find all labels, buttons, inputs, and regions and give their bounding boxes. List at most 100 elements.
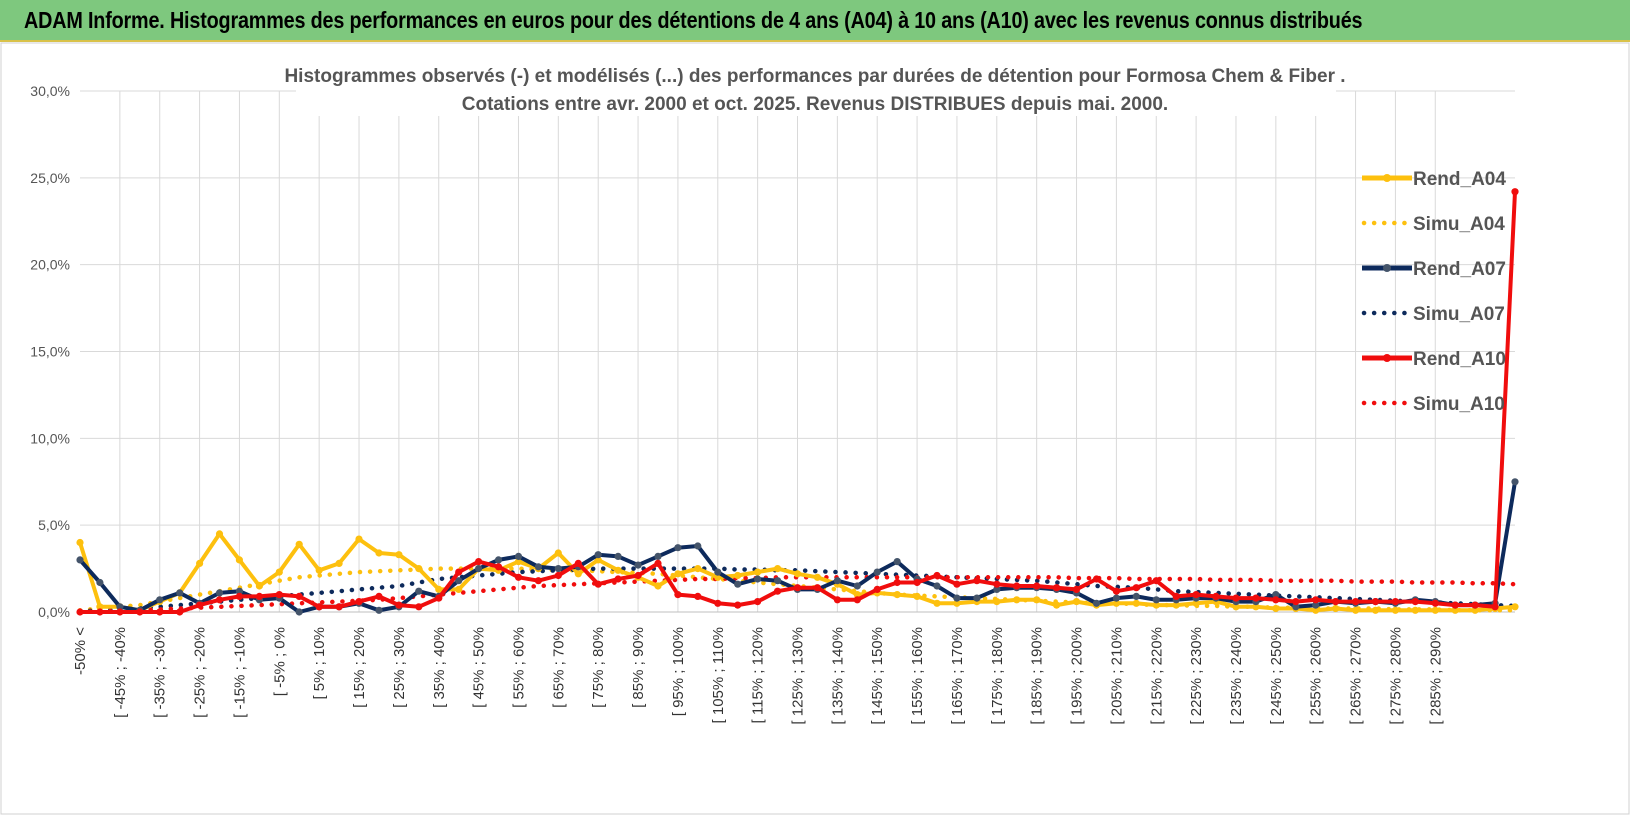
data-point	[455, 577, 463, 585]
x-tick-label: [ 105% ; 110%	[710, 627, 727, 723]
y-tick-label: 5,0%	[38, 517, 70, 533]
data-point	[893, 558, 901, 566]
data-point	[1471, 601, 1479, 609]
data-point	[196, 601, 204, 609]
data-point	[1053, 584, 1061, 592]
data-point	[614, 575, 622, 583]
data-point	[1332, 604, 1340, 613]
y-tick-label: 30,0%	[30, 83, 70, 99]
data-point	[774, 587, 782, 595]
data-point	[1152, 596, 1160, 604]
x-tick-label: [ 205% ; 210%	[1108, 627, 1125, 725]
x-tick-label: [ 125% ; 130%	[790, 627, 807, 725]
data-point	[1451, 601, 1459, 609]
data-point	[853, 582, 861, 590]
data-point	[793, 570, 802, 578]
series-rend-a10	[76, 188, 1519, 616]
data-point	[295, 592, 303, 601]
data-point	[1312, 601, 1320, 609]
data-point	[375, 549, 383, 557]
data-point	[554, 565, 562, 573]
legend-label: Rend_A07	[1413, 259, 1506, 280]
chart-title: Histogrammes observés (-) et modélisés (…	[284, 66, 1345, 87]
x-tick-label: [ 135% ; 140%	[829, 627, 846, 725]
data-point	[993, 580, 1001, 588]
data-point	[1471, 606, 1479, 614]
data-point	[395, 601, 403, 609]
x-tick-label: [ 255% ; 260%	[1308, 627, 1325, 725]
data-point	[634, 561, 642, 569]
data-point	[96, 608, 104, 616]
legend-label: Rend_A10	[1413, 349, 1506, 370]
data-point	[96, 603, 104, 611]
data-point	[674, 591, 682, 599]
data-point	[1092, 575, 1101, 583]
data-point	[1053, 601, 1061, 609]
x-tick-label: -50% <	[72, 627, 89, 675]
data-point	[1511, 478, 1519, 486]
y-tick-label: 25,0%	[30, 170, 70, 186]
chart-title-group: Histogrammes observés (-) et modélisés (…	[284, 58, 1346, 116]
report-title: ADAM Informe. Histogrammes des performan…	[24, 7, 1363, 33]
data-point	[235, 587, 243, 595]
data-point	[295, 540, 303, 548]
data-point	[116, 608, 124, 616]
data-point	[355, 535, 363, 543]
data-point	[534, 563, 543, 571]
legend-item-rend-a07: Rend_A07	[1362, 259, 1506, 280]
legend-item-rend-a04: Rend_A04	[1362, 169, 1506, 190]
data-point	[1292, 603, 1300, 611]
data-point	[1292, 598, 1300, 606]
data-point	[614, 566, 622, 574]
data-point	[833, 596, 842, 604]
x-tick-label: [ -25% ; -20%	[192, 627, 209, 718]
data-point	[1491, 603, 1499, 611]
data-point	[315, 566, 323, 574]
data-point	[694, 565, 702, 573]
data-point	[1371, 598, 1380, 606]
data-point	[1312, 596, 1320, 604]
data-point	[714, 599, 722, 607]
legend-item-simu-a07: Simu_A07	[1361, 304, 1505, 325]
data-point	[1272, 591, 1280, 599]
data-point	[754, 568, 762, 576]
data-point	[1352, 606, 1360, 614]
data-point	[813, 584, 822, 592]
data-point	[176, 608, 184, 616]
data-point	[1371, 606, 1380, 614]
data-point	[873, 585, 881, 594]
data-point	[235, 592, 243, 601]
x-tick-label: [ -45% ; -40%	[112, 627, 129, 718]
x-tick-label: [ 175% ; 180%	[989, 627, 1006, 725]
data-point	[1431, 606, 1439, 614]
data-point	[674, 570, 682, 578]
x-tick-label: [ 95% ; 100%	[670, 627, 687, 716]
x-tick-label: [ 285% ; 290%	[1427, 627, 1444, 725]
x-tick-label: [ -35% ; -30%	[152, 627, 169, 718]
data-point	[156, 608, 164, 616]
data-point	[714, 568, 722, 576]
legend-label: Simu_A07	[1413, 304, 1505, 325]
data-point	[574, 570, 582, 578]
chart-legend: Rend_A04 Simu_A04 Rend_A07 Simu_A07 Rend_A10…	[1361, 169, 1506, 415]
data-point	[255, 582, 263, 590]
legend-item-simu-a10: Simu_A10	[1361, 394, 1505, 415]
legend-item-rend-a10: Rend_A10	[1362, 349, 1506, 370]
data-point	[215, 530, 224, 538]
y-axis: 0,0% 5,0% 10,0% 15,0% 20,0% 25,0% 30,0%	[30, 83, 70, 620]
data-point	[973, 577, 981, 585]
data-point	[694, 542, 702, 550]
data-point	[1132, 584, 1140, 592]
data-point	[813, 573, 822, 581]
data-point	[435, 585, 443, 594]
data-point	[1033, 596, 1041, 604]
x-tick-label: [ 25% ; 30%	[391, 627, 408, 708]
x-tick-label: [ 155% ; 160%	[909, 627, 926, 725]
data-point	[136, 608, 144, 616]
chart-subtitle: Cotations entre avr. 2000 et oct. 2025. …	[462, 94, 1168, 115]
data-point	[774, 565, 782, 573]
legend-label: Simu_A10	[1413, 394, 1505, 415]
data-point	[893, 578, 901, 587]
legend-label: Rend_A04	[1413, 169, 1506, 190]
data-point	[674, 544, 682, 552]
